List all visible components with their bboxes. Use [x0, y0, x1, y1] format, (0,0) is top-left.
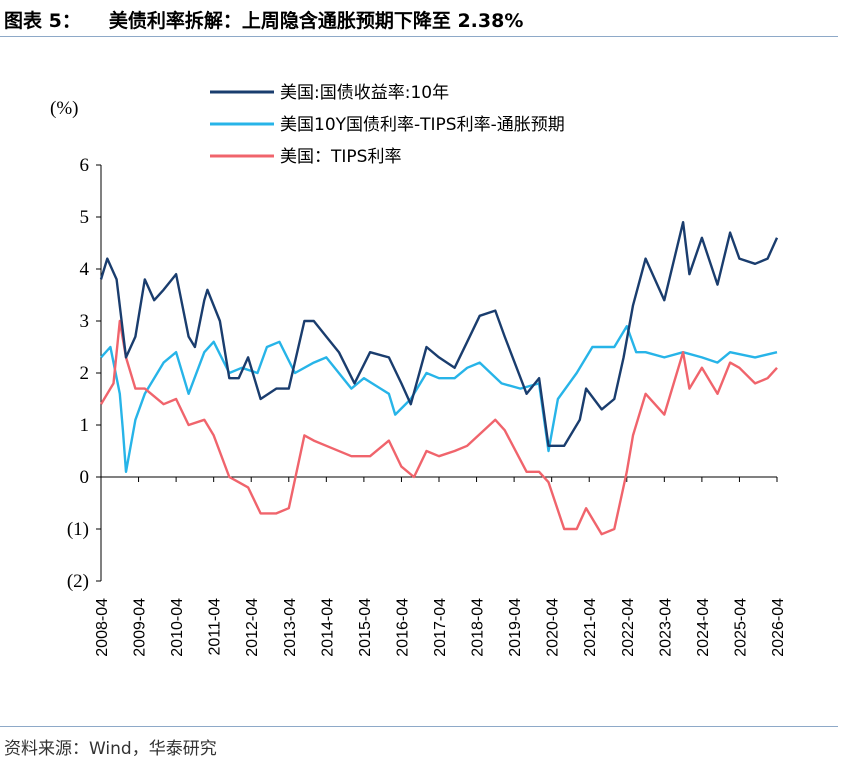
legend-entry: 美国:国债收益率:10年 [280, 83, 449, 103]
series-line-1 [99, 220, 779, 447]
legend-entry: 美国：TIPS利率 [280, 147, 401, 167]
x-tick-label: 2023-04 [657, 598, 674, 657]
x-tick-label: 2011-04 [207, 598, 224, 656]
source-note: 资料来源：Wind，华泰研究 [4, 739, 217, 759]
series-line-3 [99, 319, 778, 536]
title-divider [0, 36, 838, 37]
y-tick-label: 6 [80, 155, 90, 176]
x-tick-label: 2009-04 [132, 598, 149, 657]
x-tick-label: 2008-04 [94, 598, 111, 657]
x-tick-label: 2014-04 [319, 598, 336, 657]
y-tick-label: 3 [80, 311, 90, 332]
line-chart: 美国:国债收益率:10年美国10Y国债利率-TIPS利率-通胀预期美国：TIPS… [50, 83, 787, 657]
source-divider [0, 726, 838, 727]
y-tick-label: (2) [67, 571, 89, 592]
x-tick-label: 2022-04 [620, 598, 637, 657]
x-tick-label: 2019-04 [507, 598, 524, 657]
x-tick-label: 2026-04 [770, 598, 787, 657]
legend: 美国:国债收益率:10年美国10Y国债利率-TIPS利率-通胀预期美国：TIPS… [210, 83, 565, 167]
x-tick-label: 2025-04 [732, 598, 749, 657]
x-tick-label: 2020-04 [545, 598, 562, 657]
y-tick-label: (1) [67, 519, 89, 540]
figure-number: 图表 5： [4, 10, 81, 32]
plot-area [99, 220, 779, 536]
legend-entry: 美国10Y国债利率-TIPS利率-通胀预期 [280, 115, 565, 135]
series-line-2 [100, 325, 778, 473]
y-tick-label: 5 [80, 207, 90, 228]
x-tick-label: 2013-04 [282, 598, 299, 657]
x-tick-label: 2017-04 [432, 598, 449, 657]
y-tick-label: 4 [80, 259, 90, 280]
x-tick-label: 2015-04 [357, 598, 374, 657]
x-tick-label: 2024-04 [695, 598, 712, 657]
x-tick-label: 2010-04 [169, 598, 186, 657]
y-axis-unit: (%) [50, 98, 78, 119]
figure-title-text: 美债利率拆解：上周隐含通胀预期下降至 2.38% [108, 10, 524, 32]
x-tick-label: 2016-04 [394, 598, 411, 657]
y-axis: 6 5 4 3 2 1 0 (1) (2) [67, 155, 102, 592]
figure-title: 图表 5： 美债利率拆解：上周隐含通胀预期下降至 2.38% [4, 6, 523, 33]
y-tick-label: 2 [80, 363, 90, 384]
x-axis: 2008-04 2009-04 2010-04 2011-04 2012-04 2013-… [94, 476, 787, 657]
y-tick-label: 1 [80, 415, 90, 436]
x-tick-label: 2021-04 [582, 598, 599, 657]
x-tick-label: 2018-04 [470, 598, 487, 657]
x-tick-label: 2012-04 [244, 598, 261, 657]
y-tick-label: 0 [80, 467, 90, 488]
